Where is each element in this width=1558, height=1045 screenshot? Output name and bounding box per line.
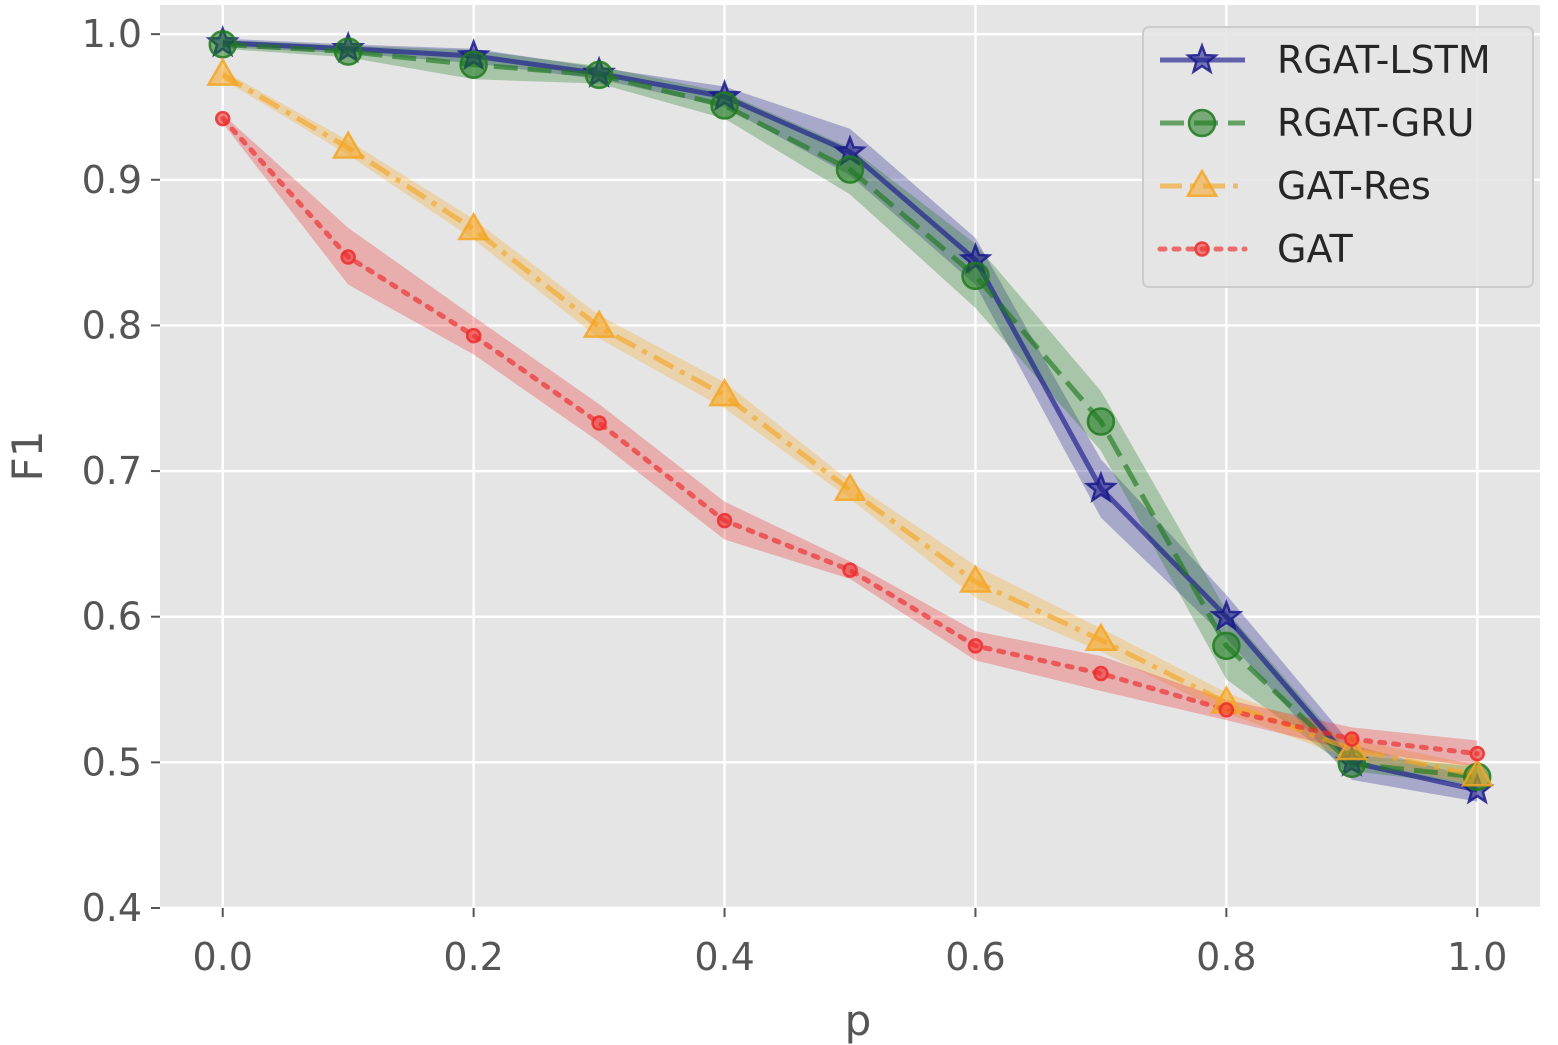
gat-point [1218, 702, 1235, 718]
x-tick-label: 0.8 [1196, 935, 1256, 979]
y-tick-label: 0.5 [82, 740, 142, 784]
rgat-gru-point [961, 261, 990, 291]
legend: RGAT-LSTM RGAT-GRU GAT-Res GAT [1142, 26, 1534, 288]
rgat-gru-point [333, 37, 363, 66]
gat-res-point [1460, 757, 1494, 787]
y-tick-label: 1.0 [82, 12, 142, 56]
gat-res-point [1084, 622, 1118, 652]
legend-label-gat-res: GAT-Res [1277, 164, 1431, 208]
rgat-gru-point [459, 50, 488, 79]
x-axis-ticks: 0.0 0.2 0.4 0.6 0.8 1.0 [193, 908, 1507, 979]
gat-point [340, 249, 356, 265]
legend-marker-gat-res [1185, 168, 1219, 197]
gat-point [591, 415, 607, 431]
x-tick-label: 0.2 [443, 935, 503, 979]
legend-label-rgat-gru: RGAT-GRU [1277, 101, 1474, 145]
legend-marker-gat [1194, 241, 1210, 257]
rgat-gru-point [1086, 407, 1116, 436]
gat-point [842, 562, 858, 578]
x-tick-label: 0.0 [193, 935, 253, 979]
grid-lines [160, 5, 1540, 910]
y-tick-label: 0.4 [82, 886, 142, 930]
x-tick-label: 0.4 [694, 935, 754, 979]
x-tick-label: 0.6 [945, 935, 1005, 979]
rgat-gru-point [835, 155, 865, 184]
y-axis-ticks: 0.4 0.5 0.6 0.7 0.8 0.9 1.0 [82, 12, 160, 930]
y-tick-label: 0.9 [82, 158, 142, 202]
gat-res-point [331, 130, 365, 159]
y-tick-label: 0.8 [82, 303, 142, 347]
gat-point [214, 110, 231, 127]
gat-res-point [457, 211, 491, 241]
x-axis-label: p [845, 996, 872, 1045]
legend-marker-rgat-gru [1187, 108, 1217, 138]
gat-res-point [833, 472, 867, 501]
y-tick-label: 0.6 [82, 595, 142, 639]
gat-point [465, 327, 482, 344]
gat-point [1093, 665, 1109, 682]
rgat-gru-point [584, 60, 614, 90]
series-markers [205, 25, 1495, 805]
gat-point [967, 638, 984, 654]
rgat-gru-point [1212, 631, 1241, 661]
legend-label-rgat-lstm: RGAT-LSTM [1277, 38, 1491, 82]
legend-marker-rgat-lstm [1185, 42, 1219, 75]
gat-res-point [708, 377, 741, 407]
gat-res-point [206, 57, 240, 86]
x-tick-label: 1.0 [1447, 935, 1507, 979]
gat-res-point [959, 564, 992, 593]
y-tick-label: 0.7 [82, 449, 142, 493]
rgat-lstm-point [1209, 598, 1244, 632]
gat-res-point [582, 309, 616, 338]
rgat-gru-point [208, 30, 237, 59]
gat-point [716, 512, 733, 529]
y-axis-label: F1 [3, 431, 52, 482]
rgat-gru-band [222, 39, 1478, 786]
rgat-lstm-point [1083, 470, 1118, 503]
rgat-gru-point [710, 91, 739, 120]
legend-label-gat: GAT [1277, 227, 1353, 271]
gat-point [1344, 731, 1360, 747]
legend-box [1142, 26, 1534, 288]
gat-point [1469, 745, 1486, 762]
